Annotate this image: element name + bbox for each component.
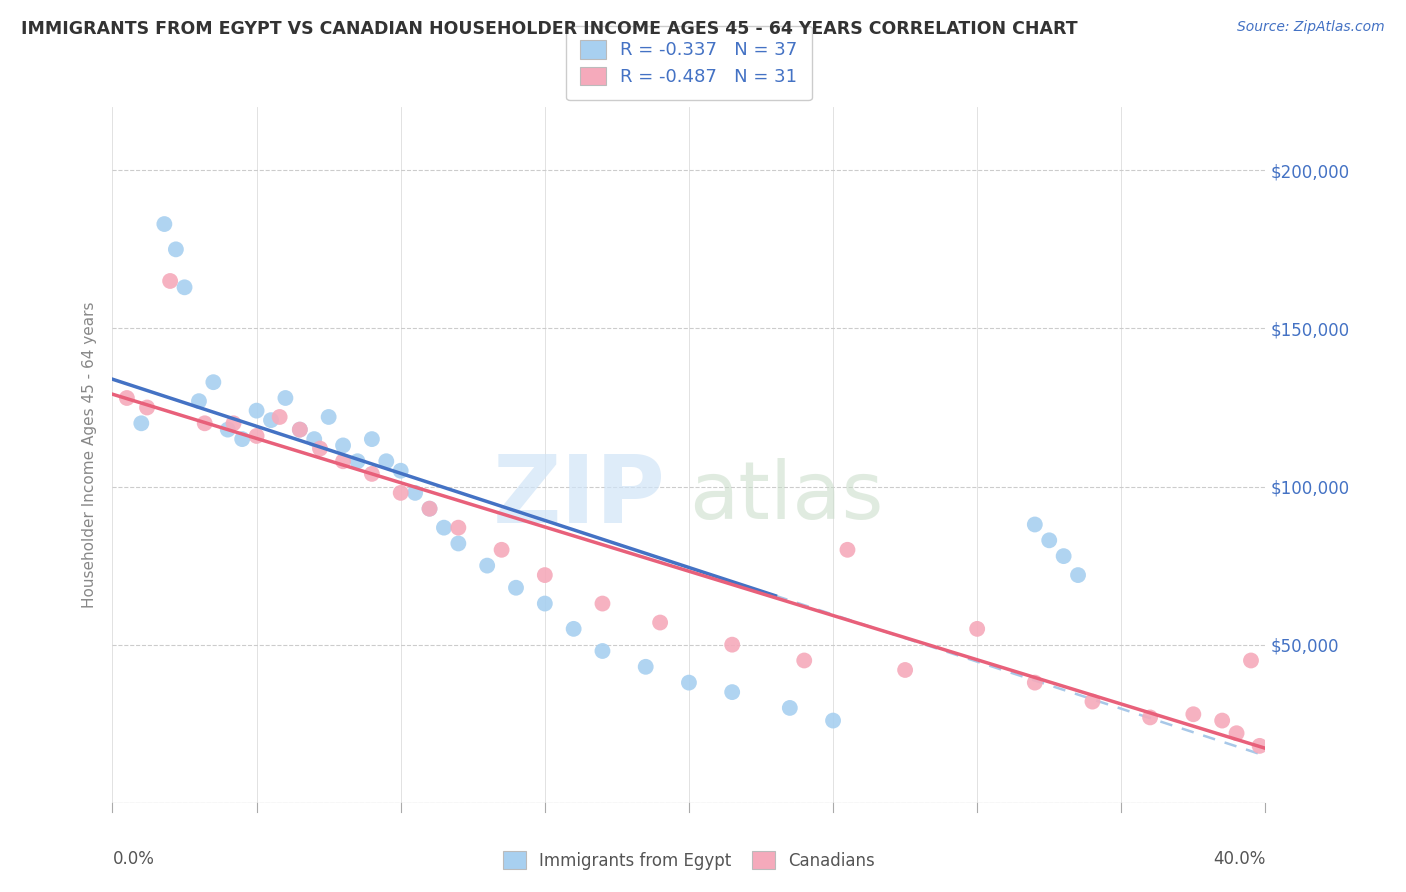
Point: [678, 675, 700, 690]
Point: [1226, 726, 1249, 740]
Point: [1211, 714, 1233, 728]
Point: [793, 653, 815, 667]
Point: [389, 464, 412, 478]
Point: [389, 486, 412, 500]
Point: [721, 638, 744, 652]
Point: [269, 409, 291, 424]
Point: [491, 542, 513, 557]
Point: [332, 454, 354, 468]
Point: [534, 597, 557, 611]
Point: [288, 423, 311, 437]
Point: [433, 521, 456, 535]
Point: [346, 454, 368, 468]
Point: [634, 660, 657, 674]
Point: [361, 432, 384, 446]
Text: 0.0%: 0.0%: [112, 850, 155, 868]
Text: ZIP: ZIP: [494, 450, 666, 542]
Point: [1081, 695, 1104, 709]
Point: [246, 429, 269, 443]
Point: [1182, 707, 1205, 722]
Point: [1038, 533, 1060, 548]
Point: [375, 454, 398, 468]
Point: [188, 394, 211, 409]
Point: [202, 375, 225, 389]
Point: [159, 274, 181, 288]
Point: [1067, 568, 1090, 582]
Point: [173, 280, 195, 294]
Y-axis label: Householder Income Ages 45 - 64 years: Householder Income Ages 45 - 64 years: [82, 301, 97, 608]
Point: [779, 701, 801, 715]
Text: IMMIGRANTS FROM EGYPT VS CANADIAN HOUSEHOLDER INCOME AGES 45 - 64 YEARS CORRELAT: IMMIGRANTS FROM EGYPT VS CANADIAN HOUSEH…: [21, 20, 1078, 37]
Point: [217, 423, 239, 437]
Point: [129, 417, 153, 431]
Point: [534, 568, 557, 582]
Point: [562, 622, 585, 636]
Text: atlas: atlas: [689, 458, 883, 536]
Point: [1139, 710, 1161, 724]
Point: [1240, 653, 1263, 667]
Point: [447, 536, 470, 550]
Point: [419, 501, 441, 516]
Point: [318, 409, 340, 424]
Point: [447, 521, 470, 535]
Point: [505, 581, 527, 595]
Point: [894, 663, 917, 677]
Point: [274, 391, 297, 405]
Point: [361, 467, 384, 481]
Point: [419, 501, 441, 516]
Point: [136, 401, 159, 415]
Point: [115, 391, 138, 405]
Point: [222, 417, 245, 431]
Point: [332, 438, 354, 452]
Point: [1024, 675, 1046, 690]
Point: [1024, 517, 1046, 532]
Point: [966, 622, 988, 636]
Point: [231, 432, 253, 446]
Point: [721, 685, 744, 699]
Point: [288, 423, 311, 437]
Point: [821, 714, 844, 728]
Point: [404, 486, 426, 500]
Point: [304, 432, 326, 446]
Point: [309, 442, 332, 456]
Point: [477, 558, 499, 573]
Point: [165, 243, 187, 257]
Point: [153, 217, 176, 231]
Point: [260, 413, 283, 427]
Point: [592, 597, 614, 611]
Legend: Immigrants from Egypt, Canadians: Immigrants from Egypt, Canadians: [495, 843, 883, 878]
Point: [650, 615, 672, 630]
Point: [1249, 739, 1271, 753]
Text: Source: ZipAtlas.com: Source: ZipAtlas.com: [1237, 20, 1385, 34]
Point: [194, 417, 217, 431]
Point: [837, 542, 859, 557]
Text: 40.0%: 40.0%: [1213, 850, 1265, 868]
Point: [246, 403, 269, 417]
Point: [592, 644, 614, 658]
Point: [1053, 549, 1076, 563]
